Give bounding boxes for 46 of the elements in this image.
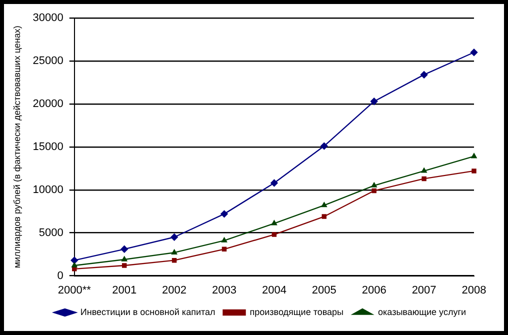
point — [270, 179, 278, 187]
point — [122, 263, 127, 268]
legend-label: производящие товары — [250, 306, 344, 317]
y-tick-label: 10000 — [32, 184, 64, 196]
point — [371, 182, 377, 188]
point — [321, 202, 327, 208]
y-tick-label: 25000 — [32, 55, 64, 67]
point — [170, 234, 178, 241]
point — [72, 262, 78, 268]
point — [322, 214, 327, 219]
y-tick-label: 30000 — [32, 12, 64, 24]
point — [470, 48, 478, 56]
point — [221, 237, 228, 242]
x-tick-label: 2007 — [412, 284, 436, 296]
x-tick-label: 2006 — [362, 284, 386, 296]
y-tick-label: 20000 — [32, 98, 64, 110]
point — [172, 258, 177, 263]
legend-label: Инвестиции в основной капитал — [80, 306, 216, 317]
y-tick-label: 15000 — [32, 140, 64, 153]
point — [420, 71, 428, 78]
point — [472, 168, 476, 174]
point — [272, 232, 277, 237]
x-tick-label: 2004 — [262, 284, 286, 296]
point — [222, 246, 227, 252]
point — [372, 188, 376, 194]
point — [220, 210, 228, 218]
x-tick-label: 2005 — [312, 284, 336, 296]
point — [422, 176, 426, 182]
x-tick-label: 2001 — [112, 284, 137, 296]
point — [271, 220, 277, 226]
point — [471, 153, 477, 158]
point — [70, 256, 78, 264]
point — [320, 142, 328, 150]
x-tick-label: 2000** — [58, 284, 92, 296]
x-tick-label: 2008 — [462, 284, 486, 296]
point — [120, 246, 128, 253]
x-tick-label: 2003 — [212, 284, 236, 296]
point — [370, 98, 378, 105]
point — [72, 266, 77, 272]
point — [122, 256, 128, 262]
legend-label: оказывающие услуги — [378, 306, 466, 317]
y-tick-label: 0 — [57, 270, 64, 282]
point — [421, 168, 427, 173]
x-tick-label: 2002 — [162, 284, 187, 296]
y-axis-title: миллиардов рублей (в фактически действовавших ценах) — [12, 26, 22, 268]
y-tick-label: 5000 — [38, 226, 64, 239]
